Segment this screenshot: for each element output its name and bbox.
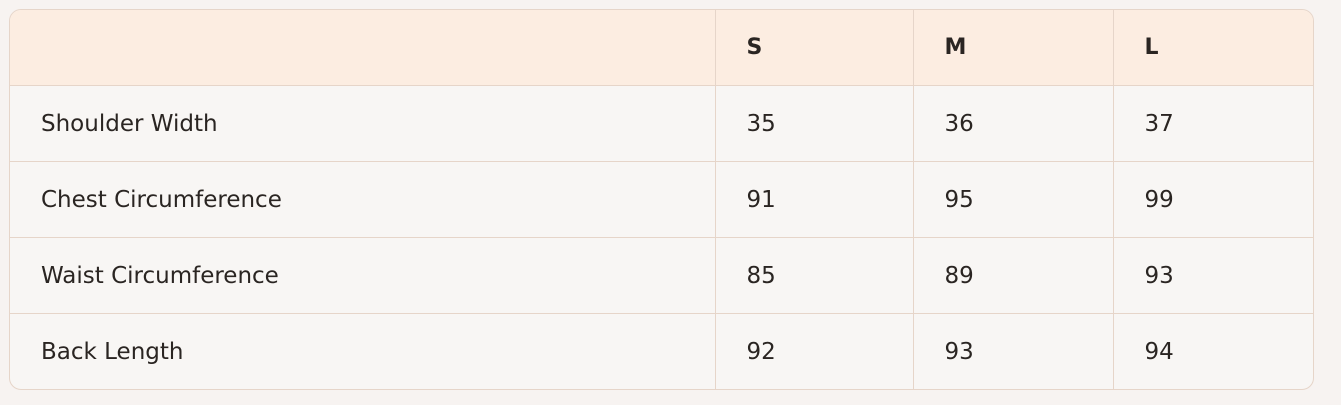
table-row: Shoulder Width 35 36 37	[10, 85, 1313, 162]
cell-m: 93	[913, 313, 1114, 389]
cell-l: 93	[1113, 237, 1313, 314]
row-label: Back Length	[10, 313, 716, 389]
header-size-m: M	[913, 10, 1114, 86]
cell-s: 35	[715, 85, 914, 162]
table-row: Waist Circumference 85 89 93	[10, 237, 1313, 314]
cell-l: 94	[1144, 338, 1174, 365]
row-label: Waist Circumference	[10, 237, 716, 314]
cell-s: 85	[715, 237, 914, 314]
cell-m: 95	[913, 161, 1114, 238]
cell-s: 91	[715, 161, 914, 238]
row-label: Chest Circumference	[10, 161, 716, 238]
cell-l: 37	[1113, 85, 1313, 162]
table-row: Back Length 92 93 94	[10, 313, 1313, 389]
header-empty	[10, 10, 716, 86]
header-size-s: S	[715, 10, 914, 86]
cell-m: 89	[913, 237, 1114, 314]
header-size-l: L	[1113, 10, 1313, 86]
header-row: S M L	[10, 10, 1313, 86]
cell-s: 92	[715, 313, 914, 389]
table-row: Chest Circumference 91 95 99	[10, 161, 1313, 238]
cell-l: 99	[1113, 161, 1313, 238]
size-chart-table-container: S M L Shoulder Width 35 36 37 Chest Circ…	[9, 9, 1314, 390]
cell-m: 36	[913, 85, 1114, 162]
row-label: Shoulder Width	[10, 85, 716, 162]
size-chart-table: S M L Shoulder Width 35 36 37 Chest Circ…	[10, 10, 1313, 389]
